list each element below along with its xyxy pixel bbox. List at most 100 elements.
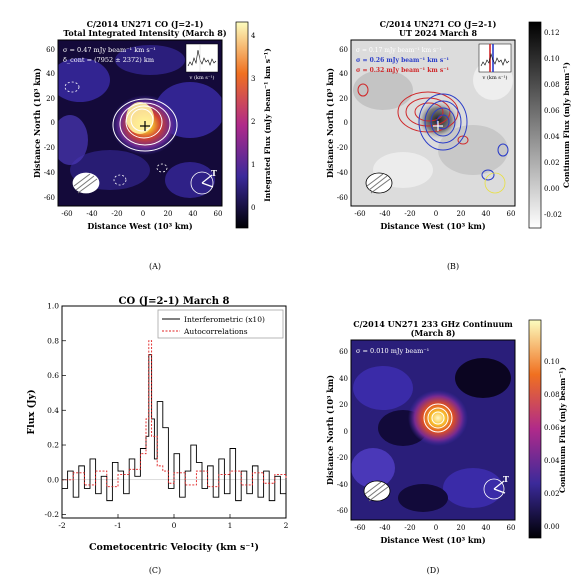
beam-ellipse [363,480,391,502]
blueshift-contours [418,93,509,181]
legend-box [157,309,284,339]
panel-c-title: CO (J=2-1) March 8 [119,296,230,307]
svg-text:1: 1 [251,161,255,169]
panel-b-yticks: 60 40 20 0 -20 -40 -60 [337,46,348,202]
svg-text:-20: -20 [111,210,122,218]
panel-c-chart: CO (J=2-1) March 8 -2 -1 0 1 2 1.0 0.8 0.6 0.4 0.… [26,296,289,553]
svg-text:-40: -40 [379,524,390,532]
panel-a-colorbar [235,21,249,229]
svg-text:60: 60 [214,210,223,218]
svg-text:-40: -40 [337,169,348,177]
panel-d-svg: T σ = 0.010 mJy beam⁻¹ -60 -40 -20 0 20 … [325,319,567,545]
panel-b-xlabel: Distance West (10³ km) [380,221,486,231]
inset-xlabel: v (km s⁻¹) [189,74,215,81]
panel-d-cbar-ticks: 0.10 0.08 0.06 0.04 0.02 0.00 [544,358,560,531]
redshift-contours [357,83,469,145]
svg-text:40: 40 [46,70,55,78]
svg-text:0.00: 0.00 [544,523,560,531]
svg-text:0: 0 [344,119,348,127]
svg-text:0.06: 0.06 [544,424,560,432]
panel-a-subtitle: Total Integrated Intensity (March 8) [63,28,227,38]
svg-text:-0.02: -0.02 [544,211,562,219]
svg-text:0: 0 [344,428,348,436]
svg-text:-20: -20 [404,210,415,218]
svg-text:60: 60 [46,46,55,54]
svg-text:4: 4 [251,32,256,40]
svg-text:-60: -60 [44,194,55,202]
y-tick-label: 0.4 [47,406,59,415]
sigma-annotation-3: σ = 0.32 mJy beam⁻¹ km s⁻¹ [356,67,449,74]
beam-ellipse [72,172,100,194]
sun-vector-icon [493,480,506,494]
legend-label-autocorr: Autocorrelations [183,327,248,336]
panel-c-caption: (C) [148,566,162,575]
svg-text:-60: -60 [354,210,365,218]
beam-ellipse [365,172,393,194]
svg-text:20: 20 [457,524,466,532]
panel-a-title: C/2014 UN271 CO (J=2-1) [86,19,204,29]
svg-text:3: 3 [251,75,255,83]
svg-text:20: 20 [164,210,173,218]
y-tick-label: -0.2 [45,510,60,519]
x-tick-label: 1 [228,521,233,530]
sigma-annotation-1: σ = 0.17 mJy beam⁻¹ km s⁻¹ [356,47,442,54]
panel-d-xticks: -60 -40 -20 0 20 40 60 [354,524,515,532]
svg-text:-20: -20 [404,524,415,532]
svg-text:0.10: 0.10 [544,358,560,366]
svg-text:0: 0 [251,204,255,212]
svg-text:-60: -60 [354,524,365,532]
svg-text:40: 40 [339,70,348,78]
x-tick-label: 2 [284,521,289,530]
svg-text:40: 40 [482,524,491,532]
svg-text:0: 0 [51,119,55,127]
panel-b-map [353,60,513,194]
legend-label-interferometric: Interferometric (x10) [184,315,265,324]
svg-text:0.06: 0.06 [544,107,560,115]
series-interferometric-line [62,354,287,502]
svg-text:0: 0 [141,210,145,218]
panel-a-caption: (A) [148,262,162,271]
panel-a-xlabel: Distance West (10³ km) [87,221,193,231]
svg-text:0.04: 0.04 [544,133,560,141]
panel-d-ylabel: Distance North (10³ km) [325,375,335,485]
panel-d-yticks: 60 40 20 0 -20 -40 -60 [337,348,348,515]
sun-label: T [211,168,217,178]
panel-d-colorbar [528,319,542,539]
y-tick-label: 0.2 [47,441,59,450]
panel-b-cbar-ticks: 0.12 0.10 0.08 0.06 0.04 0.02 0.00 -0.02 [544,29,562,219]
x-tick-label: -1 [114,521,121,530]
svg-text:-20: -20 [337,454,348,462]
panel-b-svg: v (km s⁻¹) σ = 0.17 mJy beam⁻¹ km s⁻¹ σ … [325,21,571,231]
inset-xlabel: v (km s⁻¹) [482,74,508,81]
panel-d: C/2014 UN271 233 GHz Continuum (March 8) [293,288,586,578]
svg-text:40: 40 [482,210,491,218]
panel-b-subtitle: UT 2024 March 8 [398,28,478,38]
panel-a-xticks: -60 -40 -20 0 20 40 60 [61,210,222,218]
svg-text:40: 40 [189,210,198,218]
panel-d-cbar-label: Continuum Flux (mJy beam⁻¹) [558,367,567,493]
panel-b-caption: (B) [446,262,460,271]
sigma-annotation: σ = 0.010 mJy beam⁻¹ [356,347,430,355]
svg-text:-20: -20 [337,144,348,152]
svg-text:-20: -20 [44,144,55,152]
panel-b-cbar-label: Continuum Flux (mJy beam⁻¹) [562,62,571,188]
svg-text:-60: -60 [337,194,348,202]
panel-b-ylabel: Distance North (10³ km) [325,68,335,178]
svg-text:0.08: 0.08 [544,391,560,399]
svg-text:60: 60 [507,210,516,218]
svg-text:-60: -60 [337,507,348,515]
panel-a-cbar-ticks: 4 3 2 1 0 [251,32,256,212]
svg-text:-40: -40 [379,210,390,218]
delta-annotation: δ_cont = (7952 ± 2372) km [63,56,154,64]
svg-text:60: 60 [507,524,516,532]
panel-d-title: C/2014 UN271 233 GHz Continuum [353,319,513,329]
panel-a-cbar-label: Integrated Flux (mJy beam⁻¹ km s⁻¹) [263,48,272,201]
panel-a-map [58,45,222,198]
svg-text:60: 60 [339,46,348,54]
svg-text:0: 0 [434,524,438,532]
svg-text:0.04: 0.04 [544,457,560,465]
sun-vector-icon [201,174,214,188]
svg-text:-40: -40 [44,169,55,177]
svg-text:20: 20 [457,210,466,218]
panel-d-caption: (D) [426,566,440,575]
